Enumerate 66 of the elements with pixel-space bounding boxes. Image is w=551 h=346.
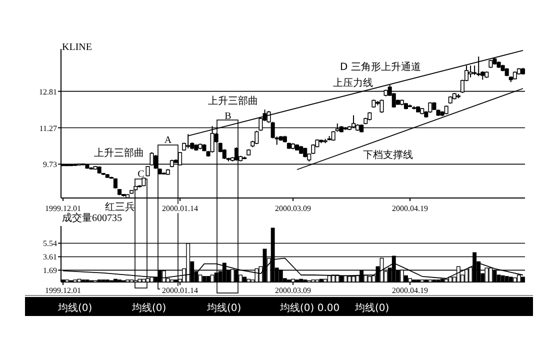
- x-tick-label: 2000.01.14: [162, 204, 198, 213]
- bar: [73, 280, 78, 282]
- annotation: 上升三部曲: [94, 147, 144, 159]
- y-tick-label: 5.54: [43, 239, 57, 248]
- x-tick-label: 1999.12.01: [45, 204, 82, 213]
- text: 均线(0) 0.00: [279, 302, 340, 314]
- bar: [246, 278, 251, 282]
- bar: [126, 280, 130, 282]
- annotation: 上压力线: [333, 77, 373, 89]
- text: 红三兵: [105, 201, 135, 213]
- text: 均线(0): [206, 302, 242, 314]
- annotation: 上升三部曲: [208, 95, 258, 107]
- candlestick: [380, 99, 384, 114]
- annotation: C: [138, 169, 145, 180]
- bar: [504, 276, 509, 282]
- bar: [412, 280, 416, 282]
- x-tick-label: 1999.12.01: [45, 286, 82, 295]
- x-tick-label: 2000.01.14: [162, 286, 198, 295]
- bar: [242, 276, 247, 282]
- candlestick: [234, 146, 239, 162]
- bar: [114, 278, 118, 282]
- bar: [138, 278, 142, 282]
- candlestick: [476, 56, 481, 77]
- text: 600735: [92, 213, 122, 224]
- y-tick-label: 1.69: [43, 266, 57, 276]
- text: 均线(0): [354, 302, 390, 314]
- chart-title: KLINE: [62, 42, 92, 53]
- bar: [295, 280, 299, 282]
- bar: [118, 280, 122, 282]
- annotation: 下档支撑线: [363, 149, 413, 161]
- bar: [170, 280, 174, 282]
- chart-title: 成交量: [62, 212, 92, 224]
- bar: [291, 278, 295, 282]
- bar: [101, 280, 106, 282]
- x-tick-label: 2000.04.19: [392, 204, 428, 213]
- x-tick-label: 2000.03.09: [275, 286, 311, 295]
- bar: [408, 278, 412, 282]
- bar: [311, 280, 316, 282]
- bar: [130, 280, 134, 282]
- y-tick-label: 9.73: [43, 160, 57, 170]
- bar: [214, 272, 218, 282]
- y-tick-label: 12.81: [39, 87, 57, 96]
- text: 均线(0): [57, 302, 92, 314]
- bar: [420, 280, 424, 282]
- x-tick-label: 2000.04.19: [392, 286, 428, 295]
- candlestick: [428, 102, 432, 114]
- bar: [303, 280, 308, 282]
- bar: [508, 276, 513, 282]
- bar: [174, 280, 178, 282]
- annotation: A: [164, 135, 172, 146]
- bar: [299, 278, 304, 282]
- y-tick-label: 3.61: [43, 252, 57, 262]
- x-tick-label: 2000.03.09: [275, 204, 311, 213]
- bar: [424, 280, 428, 282]
- bar: [416, 280, 420, 282]
- bar: [105, 280, 110, 282]
- y-tick-label: 11.27: [39, 124, 57, 133]
- text: 均线(0): [131, 302, 166, 314]
- annotation: B: [224, 111, 232, 122]
- bar: [512, 277, 517, 282]
- bar: [287, 280, 291, 282]
- candlestick: [254, 130, 259, 145]
- bar: [97, 280, 102, 282]
- bar: [65, 280, 70, 282]
- annotation: D 三角形上升通道: [340, 61, 421, 73]
- bar: [77, 278, 82, 282]
